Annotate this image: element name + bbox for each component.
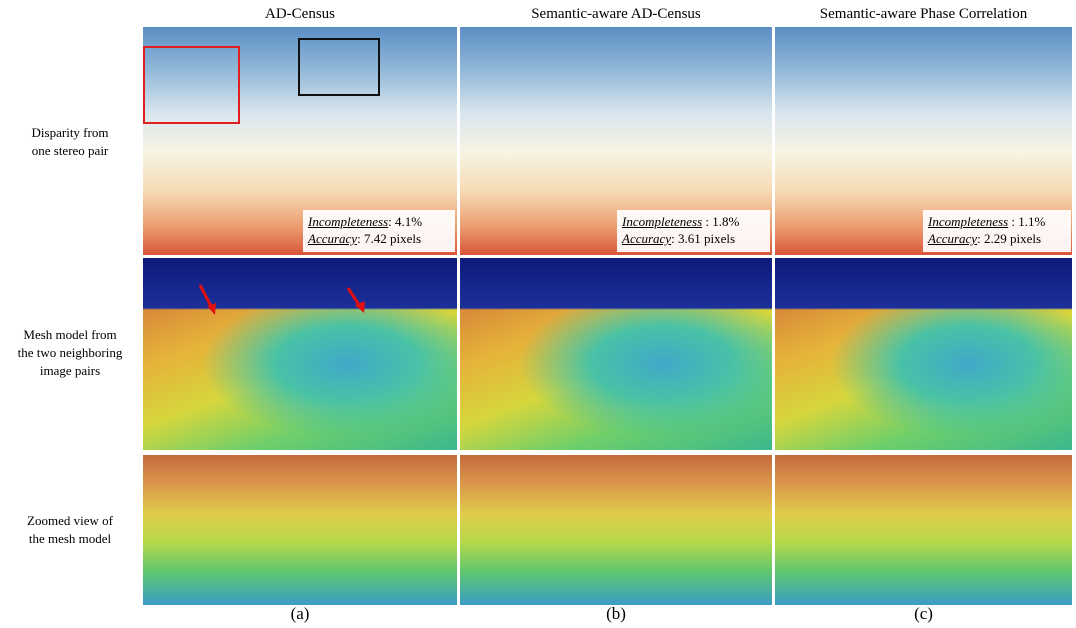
mesh-image <box>460 258 772 450</box>
metric-value: : 4.1% <box>388 214 422 229</box>
metric: Incompleteness : 1.1% <box>928 213 1066 230</box>
row-label: Zoomed view of the mesh model <box>0 512 140 548</box>
column-title: AD-Census <box>143 6 457 23</box>
column-title: Semantic-aware Phase Correlation <box>775 6 1072 23</box>
row-label-line: the two neighboring <box>0 344 140 362</box>
subfigure-label: (b) <box>460 604 772 624</box>
subfigure-label: (a) <box>143 604 457 624</box>
arrow-head <box>207 303 216 315</box>
metric: Accuracy: 7.42 pixels <box>308 230 450 247</box>
metric: Incompleteness: 4.1% <box>308 213 450 230</box>
subfigure-label: (c) <box>775 604 1072 624</box>
row-label-line: Disparity from <box>0 124 140 142</box>
highlight-box <box>298 38 380 96</box>
metric-value: : 3.61 pixels <box>671 231 735 246</box>
metric-label: Incompleteness <box>622 214 702 229</box>
mesh-image <box>775 258 1072 450</box>
column-title: Semantic-aware AD-Census <box>460 6 772 23</box>
row-label-line: Zoomed view of <box>0 512 140 530</box>
metric-label: Accuracy <box>622 231 671 246</box>
metric: Accuracy: 3.61 pixels <box>622 230 765 247</box>
metric-label: Accuracy <box>928 231 977 246</box>
metric-value: : 1.8% <box>702 214 739 229</box>
row-label-line: the mesh model <box>0 530 140 548</box>
metric: Incompleteness : 1.8% <box>622 213 765 230</box>
row-label: Disparity from one stereo pair <box>0 124 140 160</box>
metric-value: : 7.42 pixels <box>357 231 421 246</box>
row-label-line: image pairs <box>0 362 140 380</box>
metric-label: Incompleteness <box>928 214 1008 229</box>
metric-value: : 2.29 pixels <box>977 231 1041 246</box>
metric-box: Incompleteness: 4.1% Accuracy: 7.42 pixe… <box>303 210 455 252</box>
row-label-line: one stereo pair <box>0 142 140 160</box>
metric-box: Incompleteness : 1.8% Accuracy: 3.61 pix… <box>617 210 770 252</box>
row-label-line: Mesh model from <box>0 326 140 344</box>
arrows <box>143 258 457 450</box>
metric-label: Accuracy <box>308 231 357 246</box>
row-label: Mesh model from the two neighboring imag… <box>0 326 140 380</box>
metric-value: : 1.1% <box>1008 214 1045 229</box>
zoom-image <box>460 455 772 605</box>
highlight-box <box>143 46 240 124</box>
zoom-image <box>143 455 457 605</box>
metric-box: Incompleteness : 1.1% Accuracy: 2.29 pix… <box>923 210 1071 252</box>
figure: AD-Census Semantic-aware AD-Census Seman… <box>0 0 1076 628</box>
metric-label: Incompleteness <box>308 214 388 229</box>
zoom-image <box>775 455 1072 605</box>
metric: Accuracy: 2.29 pixels <box>928 230 1066 247</box>
